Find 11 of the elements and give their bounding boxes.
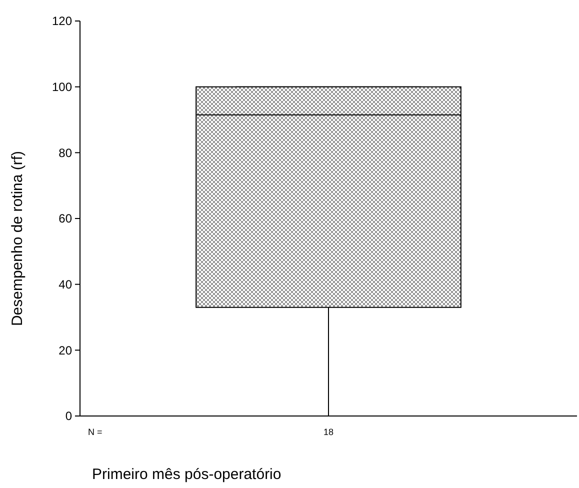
y-tick-label: 100 xyxy=(52,80,72,94)
y-tick-label: 120 xyxy=(52,14,72,28)
y-tick-label: 60 xyxy=(58,212,72,226)
x-axis-title: Primeiro mês pós-operatório xyxy=(92,466,282,483)
y-tick-label: 80 xyxy=(58,146,72,160)
y-tick-label: 40 xyxy=(58,278,72,292)
y-tick-label: 0 xyxy=(65,409,72,424)
x-tick-label: 18 xyxy=(323,427,334,437)
text: N = xyxy=(88,427,102,437)
y-axis-title: Desempenho de rotina (rf) xyxy=(9,150,26,326)
y-tick-label: 20 xyxy=(58,343,72,358)
